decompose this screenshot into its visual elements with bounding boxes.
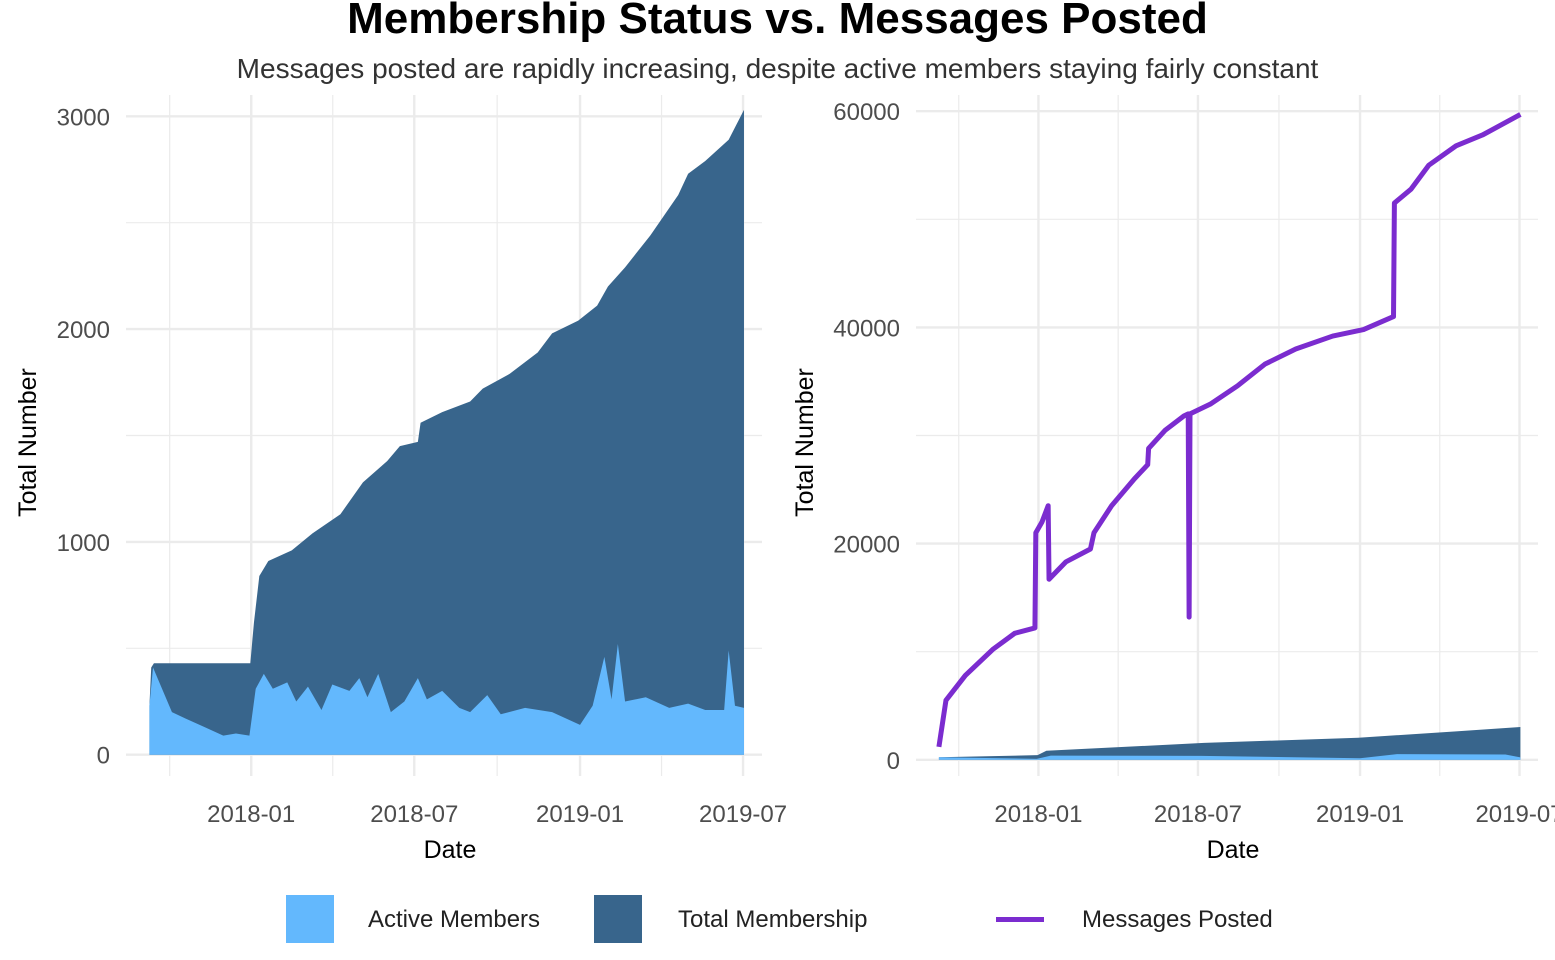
legend-label-total: Total Membership: [678, 906, 868, 933]
area-active-members: [149, 644, 744, 755]
y-tick-label: 0: [97, 743, 110, 770]
x-tick-label: 2018-07: [370, 801, 458, 828]
x-tick-label: 2018-01: [207, 801, 295, 828]
legend-label-active: Active Members: [368, 906, 541, 933]
line-messages-posted: [936, 112, 1522, 748]
legend-label-messages: Messages Posted: [1082, 906, 1273, 933]
panel-messages: 0 20000 40000 60000 2018-01 2018-07 2019-01 201…: [791, 95, 1555, 864]
x-tick-label: 2019-07: [1475, 801, 1555, 828]
area-total-membership: [149, 109, 744, 755]
y-tick-label: 1000: [57, 530, 110, 557]
x-tick-label: 2019-01: [1316, 801, 1404, 828]
y-tick-label: 60000: [833, 99, 900, 126]
legend: Active Members Total Membership Messages…: [0, 893, 1555, 945]
chart-canvas: 0 1000 2000 3000 2018-01 2018-07 2019-01 2019-0…: [14, 95, 1555, 864]
y-tick-label: 0: [887, 748, 900, 775]
area-active-members: [938, 754, 1521, 760]
legend-key-total: [594, 895, 642, 943]
y-axis-title: Total Number: [14, 368, 42, 517]
x-tick-label: 2018-01: [994, 801, 1082, 828]
chart-title: Membership Status vs. Messages Posted: [347, 0, 1208, 43]
x-axis-title: Date: [424, 836, 477, 864]
y-tick-label: 3000: [57, 104, 110, 131]
y-tick-label: 2000: [57, 317, 110, 344]
y-tick-label: 40000: [833, 315, 900, 342]
legend-key-messages: [996, 917, 1044, 922]
panel-membership: 0 1000 2000 3000 2018-01 2018-07 2019-01 2019-0…: [14, 95, 787, 864]
area-total-membership: [938, 727, 1521, 760]
y-axis-title: Total Number: [791, 368, 819, 517]
x-axis-title: Date: [1207, 836, 1260, 864]
legend-key-active: [286, 895, 334, 943]
x-tick-label: 2019-07: [699, 801, 787, 828]
y-tick-label: 20000: [833, 532, 900, 559]
x-tick-label: 2018-07: [1154, 801, 1242, 828]
chart-subtitle: Messages posted are rapidly increasing, …: [236, 53, 1319, 84]
x-tick-label: 2019-01: [536, 801, 624, 828]
